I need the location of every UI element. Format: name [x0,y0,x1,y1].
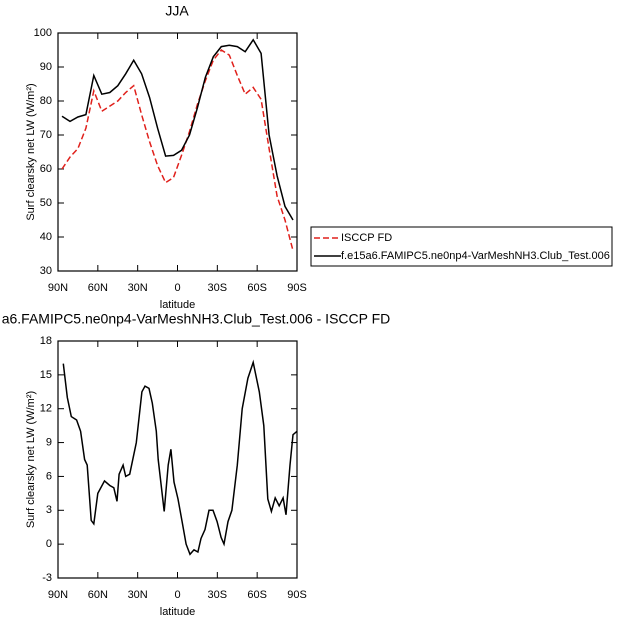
x-tick-label: 0 [174,282,180,294]
x-tick-label: 60S [247,282,267,294]
plot-frame [57,340,298,579]
y-tick-label: 3 [46,504,52,516]
plot-frame [57,32,298,272]
x-tick-label: 30N [128,282,148,294]
y-tick-label: 0 [46,538,52,550]
y-tick-label: 6 [46,470,52,482]
x-tick-label: 90N [48,589,68,601]
data-line [61,49,294,251]
x-tick-label: 30S [208,282,228,294]
x-tick-label: 60N [88,282,108,294]
x-axis-label: latitude [160,606,195,618]
data-line [61,38,294,221]
y-tick-label: 70 [40,129,52,141]
y-axis-label: Surf clearsky net LW (W/m²) [25,83,37,220]
y-tick-label: 80 [40,95,52,107]
x-tick-label: 90N [48,282,68,294]
y-tick-label: 90 [40,61,52,73]
x-axis-label: latitude [160,299,195,311]
y-tick-label: 30 [40,265,52,277]
y-tick-label: 50 [40,197,52,209]
legend-box [310,226,613,267]
y-tick-label: -3 [42,572,52,584]
y-axis-label: Surf clearsky net LW (W/m²) [25,391,37,528]
y-tick-label: 18 [40,335,52,347]
chart-title: JJA [165,3,189,19]
legend: ISCCP FD f.e15a6.FAMIPC5.ne0np4-VarMeshNH… [310,226,613,267]
x-tick-label: 30S [208,589,228,601]
chart-title: a6.FAMIPC5.ne0np4-VarMeshNH3.Club_Test.0… [2,311,391,327]
x-tick-label: 90S [287,589,307,601]
legend-label: f.e15a6.FAMIPC5.ne0np4-VarMeshNH3.Club_T… [341,250,610,262]
y-tick-label: 60 [40,163,52,175]
y-tick-label: 9 [46,436,52,448]
data-line [62,359,298,556]
y-tick-label: 12 [40,403,52,415]
x-tick-label: 90S [287,282,307,294]
x-tick-label: 30N [128,589,148,601]
x-tick-label: 0 [174,589,180,601]
legend-label: ISCCP FD [341,232,392,244]
y-tick-label: 15 [40,369,52,381]
x-tick-label: 60N [88,589,108,601]
y-tick-label: 100 [34,27,52,39]
y-tick-label: 40 [40,231,52,243]
x-tick-label: 60S [247,589,267,601]
